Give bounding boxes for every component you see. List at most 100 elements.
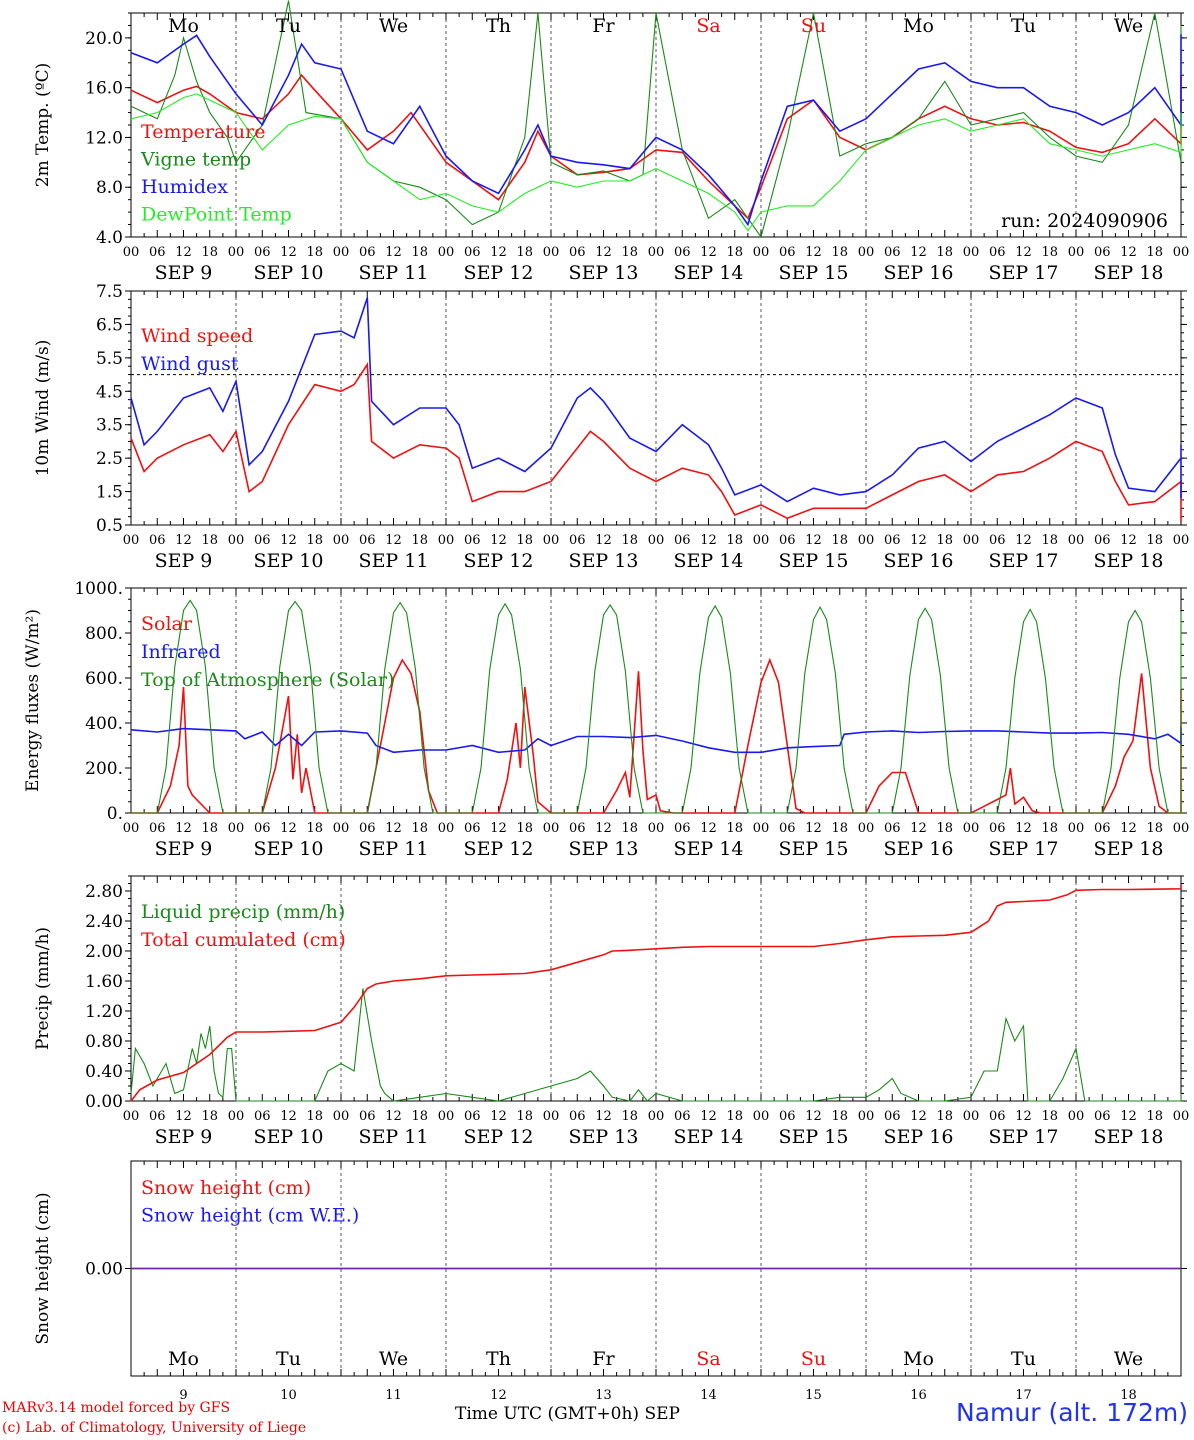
y-tick-label: 20.0 xyxy=(85,29,123,49)
day-number-label: 17 xyxy=(1015,1388,1032,1403)
date-label: SEP 17 xyxy=(989,838,1059,860)
hour-tick-label: 06 xyxy=(569,821,586,836)
hour-tick-label: 00 xyxy=(333,821,350,836)
hour-tick-label: 06 xyxy=(359,821,376,836)
legend-entry: Wind gust xyxy=(141,353,239,375)
day-number-label: 10 xyxy=(280,1388,297,1403)
day-of-week-label: Th xyxy=(486,1348,511,1370)
hour-tick-label: 00 xyxy=(858,821,875,836)
hour-tick-label: 00 xyxy=(963,1109,980,1124)
hour-tick-label: 18 xyxy=(726,533,743,548)
hour-tick-label: 18 xyxy=(1041,1109,1058,1124)
hour-tick-label: 18 xyxy=(201,1109,218,1124)
hour-tick-label: 18 xyxy=(201,245,218,260)
hour-tick-label: 06 xyxy=(1094,533,1111,548)
hour-tick-label: 12 xyxy=(595,533,612,548)
hour-tick-label: 00 xyxy=(438,1109,455,1124)
series-line xyxy=(130,93,1182,232)
hour-tick-label: 00 xyxy=(1173,821,1190,836)
hour-tick-label: 00 xyxy=(123,533,140,548)
panel-4: 0.00 0.40 0.80 1.20 1.60 2.00 2.40 2.80 Precip (… xyxy=(33,875,1187,1112)
hour-tick-label: 00 xyxy=(1068,821,1085,836)
day-of-week-label: We xyxy=(379,1348,408,1370)
hour-tick-label: 00 xyxy=(963,245,980,260)
hour-tick-label: 12 xyxy=(910,245,927,260)
date-label: SEP 9 xyxy=(155,262,213,284)
hour-tick-label: 18 xyxy=(411,533,428,548)
hour-tick-label: 12 xyxy=(175,245,192,260)
hour-tick-label: 06 xyxy=(149,533,166,548)
date-label: SEP 13 xyxy=(569,262,639,284)
y-tick-label: 600. xyxy=(85,669,123,689)
hour-tick-label: 00 xyxy=(228,533,245,548)
hour-tick-label: 00 xyxy=(858,1109,875,1124)
hour-tick-label: 06 xyxy=(1094,245,1111,260)
date-label: SEP 9 xyxy=(155,1126,213,1148)
date-label: SEP 15 xyxy=(779,1126,849,1148)
hour-tick-label: 12 xyxy=(700,245,717,260)
hour-tick-label: 12 xyxy=(910,821,927,836)
hour-tick-label: 18 xyxy=(936,821,953,836)
hour-tick-label: 18 xyxy=(201,821,218,836)
series-line xyxy=(130,34,1182,227)
y-tick-label: 5.5 xyxy=(96,349,123,369)
hour-tick-label: 12 xyxy=(1015,533,1032,548)
date-label: SEP 9 xyxy=(155,550,213,572)
hour-tick-label: 12 xyxy=(805,821,822,836)
hour-tick-label: 06 xyxy=(674,245,691,260)
day-of-week-label: Sa xyxy=(696,1348,720,1370)
y-tick-label: 2.40 xyxy=(85,912,123,932)
hour-tick-label: 06 xyxy=(464,533,481,548)
hour-tick-label: 12 xyxy=(280,1109,297,1124)
hour-tick-label: 06 xyxy=(989,533,1006,548)
day-number-label: 11 xyxy=(385,1388,402,1403)
hour-tick-label: 18 xyxy=(306,1109,323,1124)
y-tick-label: 800. xyxy=(85,624,123,644)
y-tick-label: 0.00 xyxy=(85,1260,123,1280)
panel-1: 4.0 8.0 12.0 16.0 20.0 2m Temp. (ºC) Temperatu… xyxy=(33,0,1187,248)
legend-entry: Infrared xyxy=(141,641,221,663)
station-name: Namur (alt. 172m) xyxy=(956,1398,1188,1427)
hour-tick-label: 18 xyxy=(726,821,743,836)
hour-tick-label: 18 xyxy=(1146,245,1163,260)
y-tick-label: 0.00 xyxy=(85,1092,123,1112)
day-number-label: 15 xyxy=(805,1388,822,1403)
date-label: SEP 16 xyxy=(884,1126,954,1148)
date-label: SEP 18 xyxy=(1094,838,1164,860)
hour-tick-label: 12 xyxy=(490,1109,507,1124)
hour-tick-label: 00 xyxy=(123,821,140,836)
date-label: SEP 18 xyxy=(1094,262,1164,284)
hour-tick-label: 00 xyxy=(1173,1109,1190,1124)
day-of-week-label: Tu xyxy=(1011,1348,1036,1370)
hour-tick-label: 18 xyxy=(831,1109,848,1124)
time-axis-label: Time UTC (GMT+0h) SEP xyxy=(455,1404,680,1424)
legend-entry: Solar xyxy=(141,613,193,635)
hour-tick-label: 18 xyxy=(516,533,533,548)
day-of-week-label: Su xyxy=(801,1348,826,1370)
hour-tick-label: 18 xyxy=(306,821,323,836)
hour-tick-label: 06 xyxy=(464,821,481,836)
y-tick-label: 4.0 xyxy=(96,228,123,248)
hour-tick-label: 12 xyxy=(385,245,402,260)
date-label: SEP 10 xyxy=(254,550,324,572)
panel-5: 0.00 Snow height (cm) Snow height (cm) Snow… xyxy=(33,1160,1187,1377)
hour-tick-label: 00 xyxy=(228,245,245,260)
y-tick-label: 8.0 xyxy=(96,178,123,198)
hour-tick-label: 18 xyxy=(516,1109,533,1124)
hour-tick-label: 18 xyxy=(831,821,848,836)
y-tick-label: 2.5 xyxy=(96,449,123,469)
y-tick-label: 0.5 xyxy=(96,516,123,536)
hour-tick-label: 06 xyxy=(779,1109,796,1124)
hour-tick-label: 18 xyxy=(1041,821,1058,836)
series-line xyxy=(130,884,1182,1102)
hour-tick-label: 12 xyxy=(175,533,192,548)
hour-tick-label: 06 xyxy=(464,245,481,260)
date-label: SEP 10 xyxy=(254,838,324,860)
hour-tick-label: 06 xyxy=(989,821,1006,836)
y-tick-label: 0.80 xyxy=(85,1032,123,1052)
hour-tick-label: 18 xyxy=(726,1109,743,1124)
hour-tick-label: 00 xyxy=(333,1109,350,1124)
hour-tick-label: 00 xyxy=(648,245,665,260)
y-tick-label: 1.5 xyxy=(96,483,123,503)
series-line xyxy=(130,73,1182,220)
